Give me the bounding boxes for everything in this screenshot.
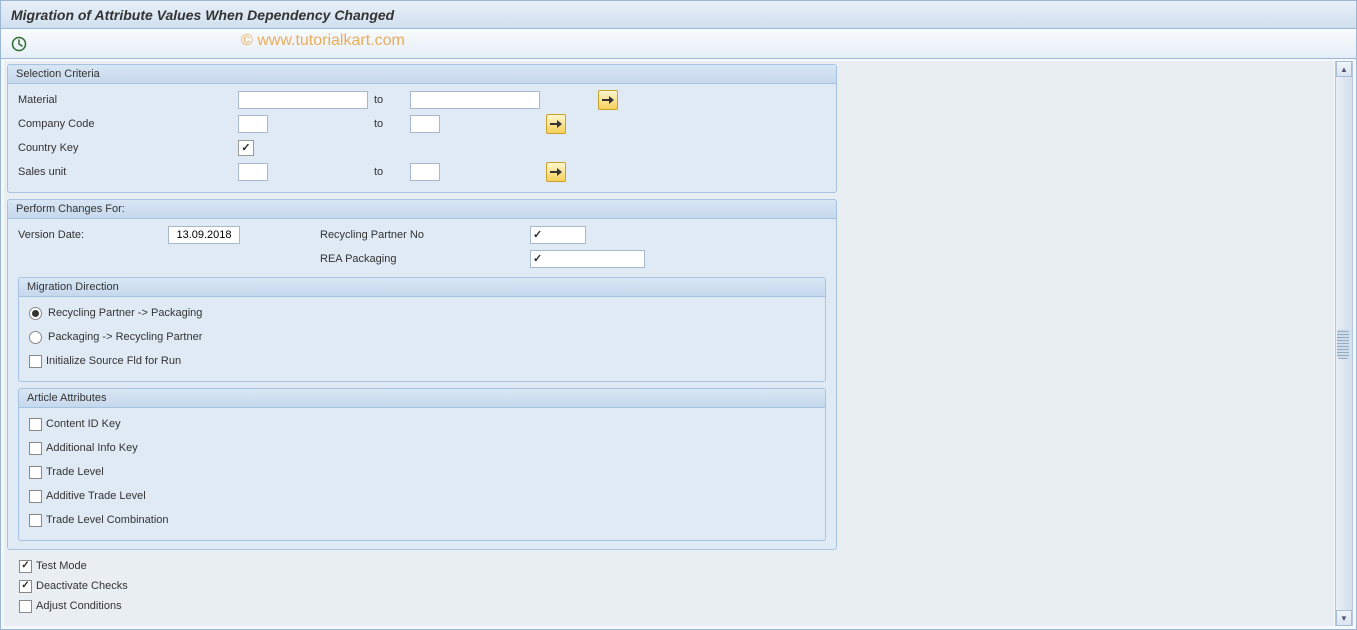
adjust-conditions-checkbox[interactable] xyxy=(19,600,32,613)
additional-info-key-checkbox[interactable] xyxy=(29,442,42,455)
content-area: Selection Criteria Material to Company C… xyxy=(4,61,1334,626)
trade-level-label: Trade Level xyxy=(46,466,104,478)
radio-packaging-to-recycling-label: Packaging -> Recycling Partner xyxy=(48,331,202,343)
title-bar: Migration of Attribute Values When Depen… xyxy=(1,1,1356,29)
trade-level-checkbox[interactable] xyxy=(29,466,42,479)
article-attributes-header: Article Attributes xyxy=(19,389,825,408)
version-date-label: Version Date: xyxy=(18,229,168,241)
recycling-partner-no-input[interactable] xyxy=(530,226,586,244)
sales-unit-to-label: to xyxy=(374,166,404,178)
additional-info-key-label: Additional Info Key xyxy=(46,442,138,454)
execute-icon xyxy=(11,36,27,52)
perform-changes-header: Perform Changes For: xyxy=(8,200,836,219)
rea-packaging-input[interactable] xyxy=(530,250,645,268)
company-code-to-label: to xyxy=(374,118,404,130)
deactivate-checks-checkbox[interactable] xyxy=(19,580,32,593)
sales-unit-label: Sales unit xyxy=(18,166,238,178)
test-mode-checkbox[interactable] xyxy=(19,560,32,573)
app-window: Migration of Attribute Values When Depen… xyxy=(0,0,1357,630)
radio-packaging-to-recycling[interactable] xyxy=(29,331,42,344)
material-to-input[interactable] xyxy=(410,91,540,109)
selection-criteria-header: Selection Criteria xyxy=(8,65,836,84)
deactivate-checks-label: Deactivate Checks xyxy=(36,580,128,592)
selection-criteria-group: Selection Criteria Material to Company C… xyxy=(7,64,837,193)
radio-recycling-to-packaging[interactable] xyxy=(29,307,42,320)
company-code-to-input[interactable] xyxy=(410,115,440,133)
additive-trade-level-label: Additive Trade Level xyxy=(46,490,146,502)
additive-trade-level-checkbox[interactable] xyxy=(29,490,42,503)
material-from-input[interactable] xyxy=(238,91,368,109)
material-range-button[interactable] xyxy=(598,90,618,110)
article-attributes-group: Article Attributes Content ID Key Additi… xyxy=(18,388,826,541)
watermark: © www.tutorialkart.com xyxy=(241,32,405,50)
company-code-label: Company Code xyxy=(18,118,238,130)
country-key-label: Country Key xyxy=(18,142,238,154)
country-key-checkbox[interactable] xyxy=(238,140,254,156)
scroll-up-button[interactable]: ▲ xyxy=(1336,61,1352,77)
arrow-right-icon xyxy=(550,119,562,129)
initialize-source-checkbox[interactable] xyxy=(29,355,42,368)
migration-direction-group: Migration Direction Recycling Partner ->… xyxy=(18,277,826,382)
version-date-input[interactable] xyxy=(168,226,240,244)
sales-unit-to-input[interactable] xyxy=(410,163,440,181)
page-title: Migration of Attribute Values When Depen… xyxy=(11,7,394,23)
trade-level-combination-label: Trade Level Combination xyxy=(46,514,169,526)
adjust-conditions-label: Adjust Conditions xyxy=(36,600,122,612)
scrollbar-grip-icon xyxy=(1337,329,1349,359)
initialize-source-label: Initialize Source Fld for Run xyxy=(46,355,181,367)
company-code-range-button[interactable] xyxy=(546,114,566,134)
sales-unit-from-input[interactable] xyxy=(238,163,268,181)
test-mode-label: Test Mode xyxy=(36,560,87,572)
arrow-right-icon xyxy=(602,95,614,105)
content-id-key-label: Content ID Key xyxy=(46,418,121,430)
material-label: Material xyxy=(18,94,238,106)
toolbar: © www.tutorialkart.com xyxy=(1,29,1356,59)
material-to-label: to xyxy=(374,94,404,106)
execute-button[interactable] xyxy=(9,34,29,54)
recycling-partner-no-label: Recycling Partner No xyxy=(320,229,530,241)
arrow-right-icon xyxy=(550,167,562,177)
sales-unit-range-button[interactable] xyxy=(546,162,566,182)
company-code-from-input[interactable] xyxy=(238,115,268,133)
perform-changes-group: Perform Changes For: Version Date: Recyc… xyxy=(7,199,837,550)
migration-direction-header: Migration Direction xyxy=(19,278,825,297)
trade-level-combination-checkbox[interactable] xyxy=(29,514,42,527)
vertical-scrollbar[interactable]: ▲ ▼ xyxy=(1335,61,1353,626)
scroll-down-button[interactable]: ▼ xyxy=(1336,610,1352,626)
content-id-key-checkbox[interactable] xyxy=(29,418,42,431)
rea-packaging-label: REA Packaging xyxy=(320,253,530,265)
radio-recycling-to-packaging-label: Recycling Partner -> Packaging xyxy=(48,307,202,319)
